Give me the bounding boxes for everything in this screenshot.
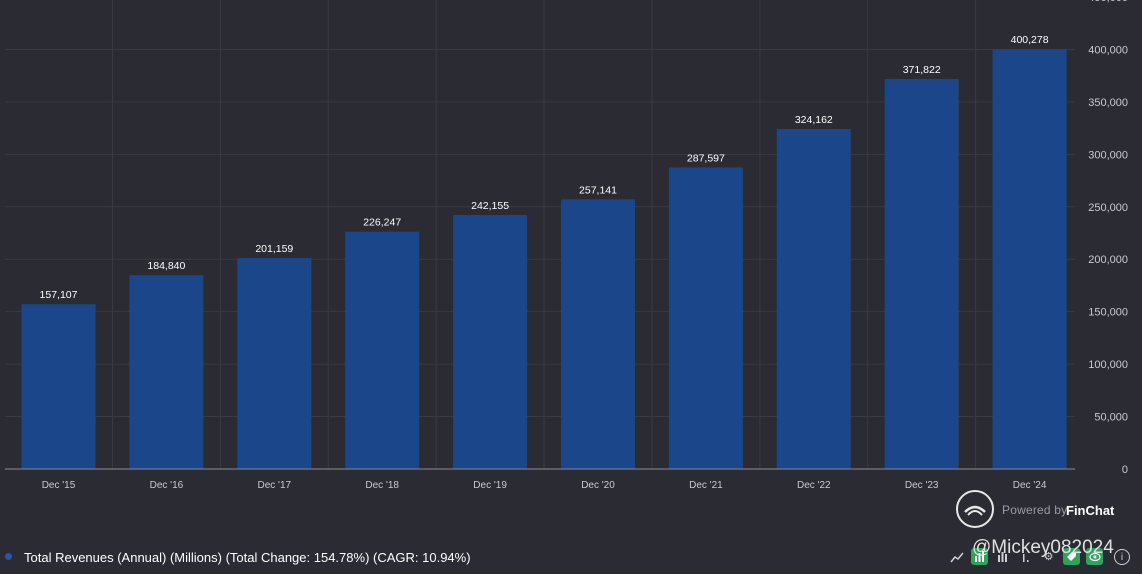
bar-chart-icon[interactable] [971, 548, 988, 565]
x-tick-label: Dec '17 [258, 480, 292, 491]
legend-bar: Total Revenues (Annual) (Millions) (Tota… [0, 542, 1142, 574]
x-tick-label: Dec '16 [150, 480, 184, 491]
y-tick-label: 400,000 [1088, 44, 1128, 56]
x-tick-label: Dec '24 [1013, 480, 1047, 491]
bar-9[interactable] [992, 49, 1067, 469]
revenue-bar-chart: 157,107 184,840 201,159 226,247 242,155 257,1… [5, 0, 1128, 491]
bar-value-label: 257,141 [579, 184, 617, 196]
line-chart-icon[interactable] [948, 548, 965, 565]
y-axis: 0 50,000 100,000 150,000 200,000 250,000 300,0… [1088, 0, 1128, 476]
x-tick-label: Dec '19 [473, 480, 507, 491]
bar-value-label: 184,840 [147, 260, 185, 272]
x-axis: Dec '15 Dec '16 Dec '17 Dec '18 Dec '19 Dec '… [5, 468, 1075, 491]
bar-1[interactable] [129, 275, 204, 469]
grouped-bar-icon[interactable] [994, 548, 1011, 565]
x-tick-label: Dec '22 [797, 480, 831, 491]
y-tick-label: 50,000 [1094, 412, 1128, 424]
watermark-circle-icon [956, 490, 994, 528]
y-tick-label: 150,000 [1088, 307, 1128, 319]
y-tick-label: 450,000 [1088, 0, 1128, 4]
bar-value-label: 287,597 [687, 152, 725, 164]
bar-0[interactable] [21, 304, 96, 469]
bar-3[interactable] [345, 231, 420, 469]
y-tick-label: 200,000 [1088, 254, 1128, 266]
y-tick-label: 0 [1122, 464, 1128, 476]
y-tick-label: 250,000 [1088, 202, 1128, 214]
y-tick-label: 100,000 [1088, 359, 1128, 371]
bar-7[interactable] [776, 128, 851, 469]
bar-value-label: 242,155 [471, 200, 509, 212]
x-tick-label: Dec '23 [905, 480, 939, 491]
y-tick-label: 300,000 [1088, 149, 1128, 161]
x-tick-label: Dec '21 [689, 480, 723, 491]
x-tick-label: Dec '15 [42, 480, 76, 491]
legend-dot [5, 553, 12, 560]
info-icon[interactable]: i [1114, 549, 1130, 565]
bar-4[interactable] [453, 215, 528, 469]
gear-icon[interactable]: ⚙ [1043, 551, 1054, 563]
bar-value-label: 201,159 [255, 243, 293, 255]
y-tick-label: 350,000 [1088, 97, 1128, 109]
bar-2[interactable] [237, 258, 312, 469]
author-handle: @Mickey082024 [972, 537, 1114, 558]
bar-value-label: 324,162 [795, 114, 833, 126]
eye-icon[interactable] [1086, 548, 1103, 565]
data-labels: 157,107 184,840 201,159 226,247 242,155 257,1… [40, 34, 1049, 301]
legend-label[interactable]: Total Revenues (Annual) (Millions) (Tota… [24, 550, 471, 565]
watermark-logo [956, 490, 994, 528]
x-tick-label: Dec '18 [365, 480, 399, 491]
bar-value-label: 371,822 [903, 64, 941, 76]
tag-icon[interactable] [1063, 548, 1080, 565]
bar-5[interactable] [561, 199, 635, 469]
bar-value-label: 226,247 [363, 217, 401, 229]
chart-toolbar: ⚙ [948, 548, 1103, 565]
powered-by-text: Powered by [1002, 503, 1068, 517]
bar-6[interactable] [668, 167, 743, 469]
finchat-brand[interactable]: FinChat [1066, 503, 1115, 518]
bar-value-label: 400,278 [1011, 34, 1049, 46]
bar-8[interactable] [884, 79, 959, 470]
more-icon[interactable] [1017, 548, 1034, 565]
bars [21, 49, 1067, 470]
x-tick-label: Dec '20 [581, 480, 615, 491]
bar-value-label: 157,107 [40, 289, 78, 301]
